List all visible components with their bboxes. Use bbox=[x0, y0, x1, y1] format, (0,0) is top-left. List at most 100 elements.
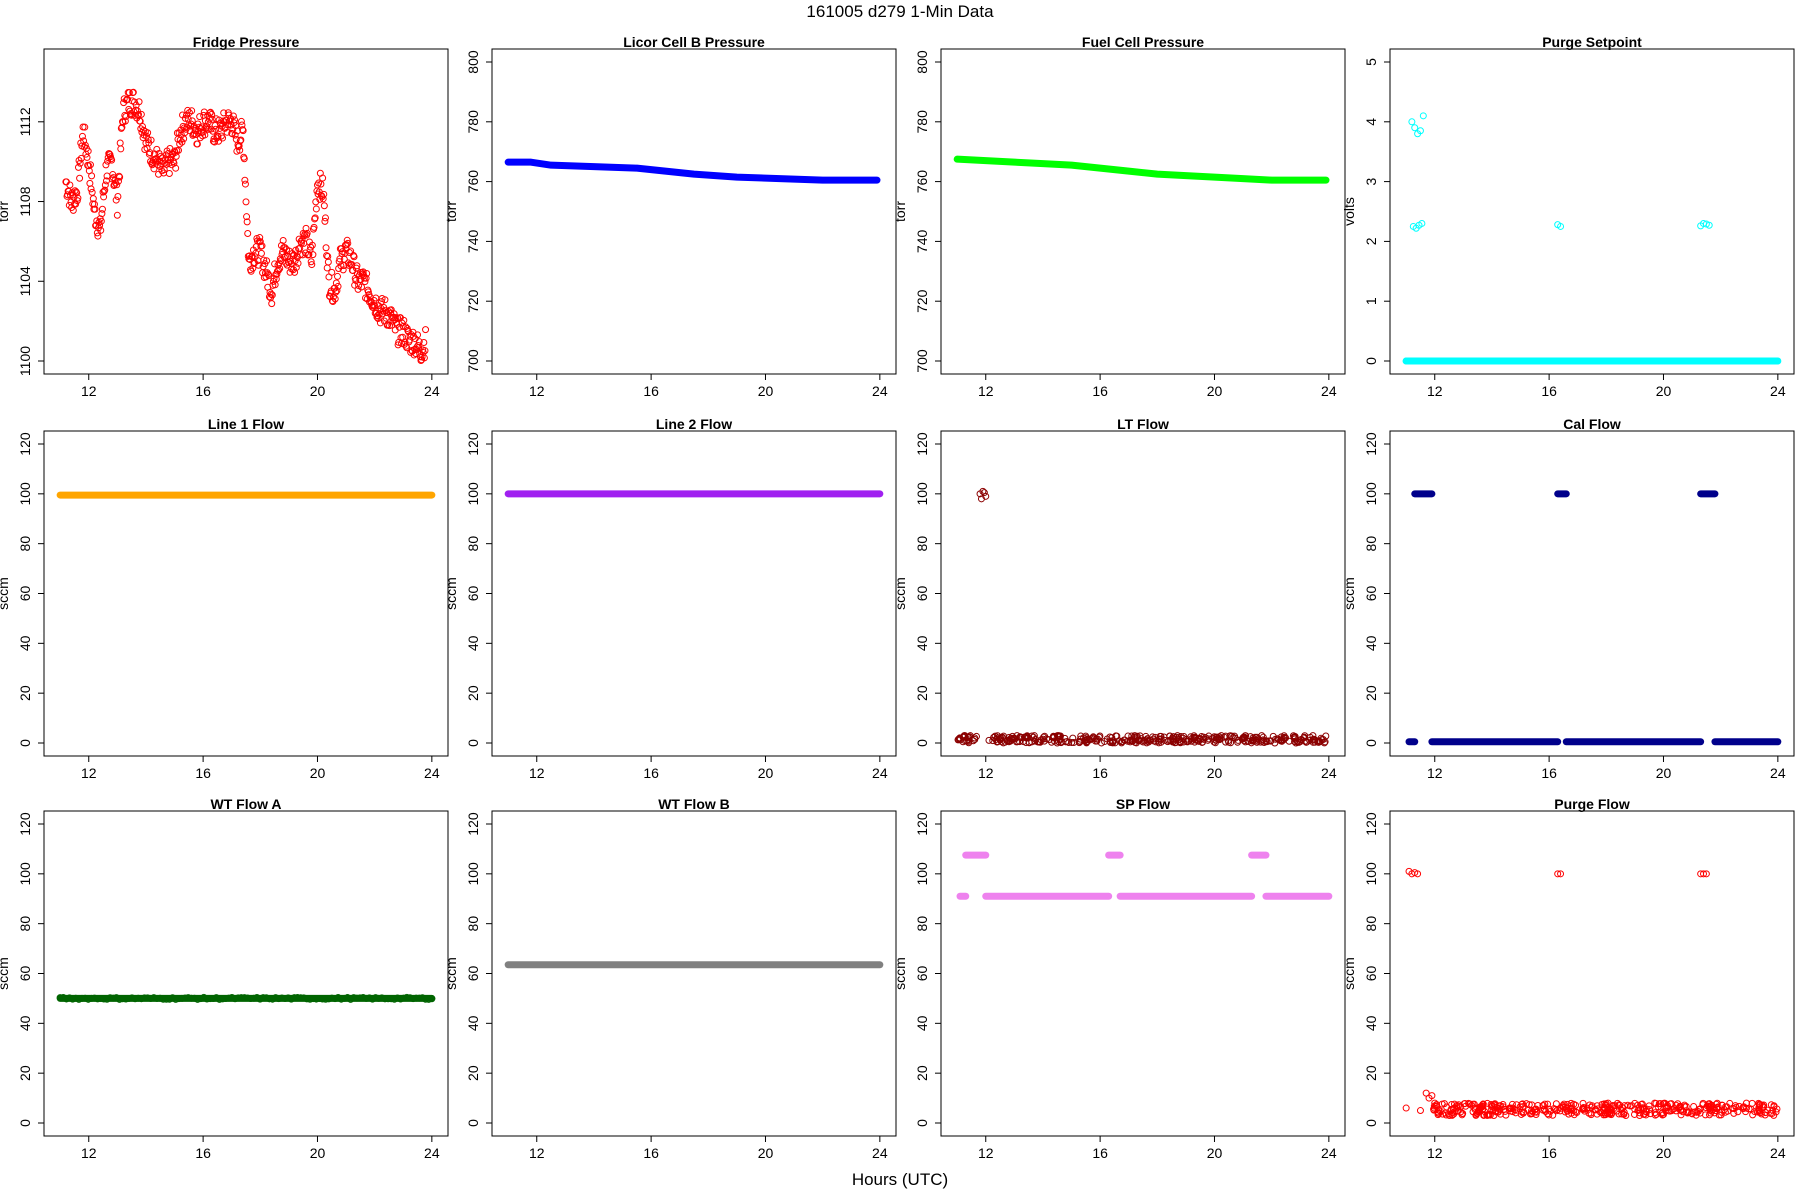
noise-point bbox=[1490, 1101, 1498, 1109]
x-tick-label: 16 bbox=[195, 1145, 211, 1161]
data-point bbox=[118, 118, 126, 126]
noise-point bbox=[1068, 739, 1076, 747]
noise-point bbox=[1681, 1101, 1689, 1109]
data-point bbox=[1416, 127, 1424, 135]
x-tick-label: 16 bbox=[1092, 765, 1108, 781]
data-point bbox=[112, 196, 120, 204]
noise-point bbox=[1567, 1109, 1575, 1117]
x-tick-label: 12 bbox=[1427, 765, 1443, 781]
noise-point bbox=[1616, 1101, 1624, 1109]
x-tick-label: 16 bbox=[1541, 1145, 1557, 1161]
x-tick-label: 24 bbox=[872, 1145, 888, 1161]
data-point bbox=[339, 266, 347, 274]
data-point bbox=[319, 174, 327, 182]
data-point bbox=[219, 134, 227, 142]
noise-point bbox=[1755, 1100, 1763, 1108]
data-point bbox=[99, 188, 107, 196]
noise-point bbox=[1742, 1104, 1750, 1112]
data-point bbox=[94, 232, 102, 240]
noise-point bbox=[993, 738, 1001, 746]
data-point bbox=[320, 190, 328, 198]
y-tick-label: 0 bbox=[17, 1119, 33, 1127]
data-point bbox=[73, 189, 81, 197]
x-tick-label: 16 bbox=[195, 383, 211, 399]
panel-title: Line 1 Flow bbox=[208, 416, 284, 432]
noise-point bbox=[1151, 733, 1159, 741]
data-point bbox=[101, 186, 109, 194]
noise-point bbox=[1734, 1108, 1742, 1116]
data-point bbox=[420, 354, 428, 362]
y-axis-label: torr bbox=[0, 201, 11, 222]
x-tick-label: 24 bbox=[424, 765, 440, 781]
data-point bbox=[1416, 1107, 1424, 1115]
data-point bbox=[150, 165, 158, 173]
noise-point bbox=[1108, 734, 1116, 742]
noise-point bbox=[1587, 1111, 1595, 1119]
x-tick-label: 20 bbox=[1207, 1145, 1223, 1161]
noise-point bbox=[1646, 1110, 1654, 1118]
noise-point bbox=[1528, 1109, 1536, 1117]
data-point bbox=[140, 126, 148, 134]
noise-point bbox=[1668, 1107, 1676, 1115]
data-point bbox=[129, 88, 137, 96]
noise-point bbox=[1663, 1101, 1671, 1109]
data-point bbox=[172, 164, 180, 172]
x-tick-label: 12 bbox=[529, 383, 545, 399]
noise-point bbox=[1249, 736, 1257, 744]
data-point bbox=[86, 161, 94, 169]
data-point bbox=[114, 177, 122, 185]
data-point bbox=[300, 994, 308, 1002]
data-point bbox=[276, 264, 284, 272]
plot-frame bbox=[940, 810, 1346, 1137]
x-tick-label: 16 bbox=[1092, 1145, 1108, 1161]
y-tick-label: 40 bbox=[17, 635, 33, 651]
noise-point bbox=[1556, 1107, 1564, 1115]
noise-point bbox=[1049, 732, 1057, 740]
plot-frame bbox=[43, 810, 449, 1137]
noise-point bbox=[1572, 1108, 1580, 1116]
y-tick-label: 20 bbox=[914, 685, 930, 701]
data-point bbox=[361, 278, 369, 286]
data-point bbox=[308, 241, 316, 249]
data-point bbox=[76, 159, 84, 167]
data-point bbox=[124, 95, 132, 103]
data-point bbox=[65, 201, 73, 209]
y-tick-label: 60 bbox=[1363, 586, 1379, 602]
data-point bbox=[271, 260, 279, 268]
noise-point bbox=[1454, 1102, 1462, 1110]
noise-point bbox=[1494, 1104, 1502, 1112]
noise-point bbox=[1476, 1103, 1484, 1111]
data-point bbox=[85, 162, 93, 170]
noise-point bbox=[1544, 1100, 1552, 1108]
noise-point bbox=[1726, 1099, 1734, 1107]
noise-point bbox=[1549, 1111, 1557, 1119]
y-tick-label: 5 bbox=[1363, 58, 1379, 66]
noise-point bbox=[1761, 1108, 1769, 1116]
data-point bbox=[69, 206, 77, 214]
y-tick-label: 40 bbox=[17, 1015, 33, 1031]
x-tick-label: 16 bbox=[1092, 383, 1108, 399]
noise-point bbox=[1290, 734, 1298, 742]
noise-point bbox=[1593, 1102, 1601, 1110]
y-tick-label: 20 bbox=[914, 1065, 930, 1081]
data-point bbox=[214, 133, 222, 141]
noise-point bbox=[1642, 1111, 1650, 1119]
y-tick-label: 760 bbox=[465, 170, 481, 194]
y-tick-label: 60 bbox=[914, 966, 930, 982]
data-point bbox=[425, 995, 433, 1003]
data-point bbox=[237, 117, 245, 125]
data-point bbox=[133, 107, 141, 115]
data-point bbox=[281, 252, 289, 260]
noise-point bbox=[1658, 1110, 1666, 1118]
y-axis-label: torr bbox=[892, 201, 908, 222]
data-point bbox=[161, 156, 169, 164]
noise-point bbox=[1227, 739, 1235, 747]
data-point bbox=[322, 244, 330, 252]
y-tick-label: 100 bbox=[914, 482, 930, 506]
data-point bbox=[96, 221, 104, 229]
data-point bbox=[317, 180, 325, 188]
x-tick-label: 24 bbox=[1321, 1145, 1337, 1161]
data-point bbox=[298, 236, 306, 244]
plot-frame bbox=[1389, 430, 1795, 757]
data-point bbox=[328, 268, 336, 276]
